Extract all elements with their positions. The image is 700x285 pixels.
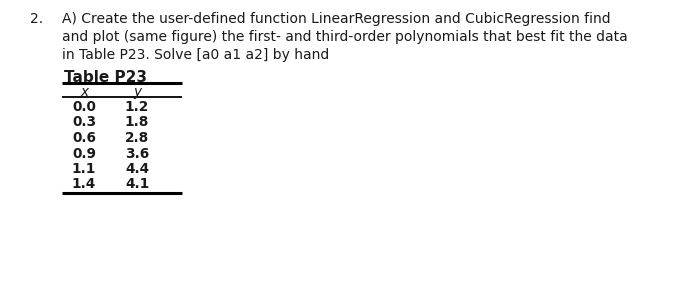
Text: Table P23: Table P23 — [64, 70, 147, 85]
Text: 4.4: 4.4 — [125, 162, 149, 176]
Text: 0.9: 0.9 — [72, 146, 96, 160]
Text: in Table P23. Solve [a0 a1 a2] by hand: in Table P23. Solve [a0 a1 a2] by hand — [62, 48, 329, 62]
Text: 1.4: 1.4 — [72, 178, 96, 192]
Text: 3.6: 3.6 — [125, 146, 149, 160]
Text: x: x — [80, 85, 88, 99]
Text: 4.1: 4.1 — [125, 178, 149, 192]
Text: 1.8: 1.8 — [125, 115, 149, 129]
Text: 1.1: 1.1 — [72, 162, 96, 176]
Text: 0.6: 0.6 — [72, 131, 96, 145]
Text: y: y — [133, 85, 141, 99]
Text: 0.3: 0.3 — [72, 115, 96, 129]
Text: and plot (same figure) the first- and third-order polynomials that best fit the : and plot (same figure) the first- and th… — [62, 30, 628, 44]
Text: 2.: 2. — [30, 12, 43, 26]
Text: 0.0: 0.0 — [72, 100, 96, 114]
Text: 2.8: 2.8 — [125, 131, 149, 145]
Text: 1.2: 1.2 — [125, 100, 149, 114]
Text: A) Create the user-defined function LinearRegression and CubicRegression find: A) Create the user-defined function Line… — [62, 12, 610, 26]
